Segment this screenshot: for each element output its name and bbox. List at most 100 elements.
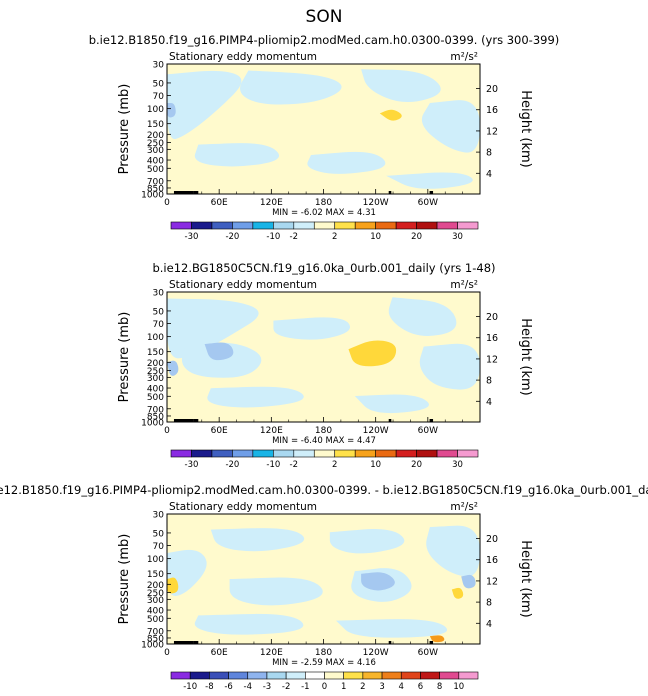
contour-region <box>379 109 402 121</box>
colorbar-box <box>416 221 438 230</box>
colorbar-box <box>293 449 315 458</box>
colorbar-label: 8 <box>437 682 442 692</box>
y-tick-label: 200 <box>147 131 164 141</box>
contour-region <box>229 577 323 606</box>
y-axis-label: Pressure (mb) <box>117 312 132 403</box>
x-tick-label: 60W <box>418 198 438 208</box>
contour-fill <box>167 69 480 194</box>
y-tick-label: 250 <box>147 139 164 149</box>
x-tick-label: 0 <box>164 648 170 658</box>
contour-region <box>388 297 457 336</box>
colorbar-label: 10 <box>453 682 464 692</box>
contour-region <box>273 317 351 340</box>
x-tick-label: 120W <box>363 198 389 208</box>
panel-title: b.ie12.B1850.f19_g16.PIMP4-pliomip2.modM… <box>0 483 648 497</box>
terrain-block <box>173 191 194 194</box>
panel-3: b.ie12.B1850.f19_g16.PIMP4-pliomip2.modM… <box>0 483 648 692</box>
colorbar-label: 2 <box>332 232 337 242</box>
y-axis-label: Pressure (mb) <box>117 534 132 625</box>
colorbar-label: -10 <box>183 682 197 692</box>
colorbar-box <box>420 671 440 680</box>
colorbar-box <box>273 221 295 230</box>
panel-units: m²/s² <box>450 279 478 291</box>
colorbar-box <box>211 221 233 230</box>
y2-axis-label: Height (km) <box>518 90 533 167</box>
colorbar-box <box>458 671 479 680</box>
y-tick-label: 1000 <box>141 641 164 651</box>
y-tick-label: 50 <box>153 529 165 539</box>
colorbar-label: -4 <box>244 682 252 692</box>
colorbar-box <box>191 449 213 458</box>
colorbar-box <box>457 449 479 458</box>
y2-tick-label: 12 <box>486 126 498 137</box>
contour-region <box>386 172 473 189</box>
colorbar-box <box>400 671 421 680</box>
contour-region <box>167 360 179 376</box>
y-tick-label: 100 <box>147 333 164 343</box>
colorbar-label: 20 <box>411 232 422 242</box>
y-tick-label: 30 <box>153 289 165 299</box>
y-tick-label: 850 <box>147 634 164 644</box>
contour-region <box>421 100 480 153</box>
contour-region <box>210 528 305 552</box>
y-tick-label: 300 <box>147 146 164 156</box>
colorbar-label: -20 <box>225 232 239 242</box>
contour-region <box>167 577 179 594</box>
contour-region <box>207 386 304 408</box>
colorbar-label: -2 <box>290 460 298 470</box>
colorbar-label: 6 <box>418 682 423 692</box>
y-tick-label: 150 <box>147 348 164 358</box>
colorbar-box <box>247 671 268 680</box>
contour-region <box>307 151 386 174</box>
y2-tick-label: 4 <box>486 169 492 180</box>
contour-region <box>461 574 476 589</box>
y-tick-label: 50 <box>153 79 165 89</box>
y2-axis-label: Height (km) <box>518 318 533 395</box>
colorbar-box <box>211 449 233 458</box>
contour-region <box>240 70 342 105</box>
y-tick-label: 300 <box>147 596 164 606</box>
terrain-block <box>173 641 194 644</box>
colorbar-box <box>170 449 192 458</box>
x-tick-label: 60E <box>211 426 228 436</box>
y2-tick-label: 4 <box>486 397 492 408</box>
colorbar-label: 20 <box>411 460 422 470</box>
terrain-block <box>193 641 199 644</box>
y-tick-label: 500 <box>147 615 164 625</box>
y-tick-label: 250 <box>147 367 164 377</box>
contour-region <box>194 143 280 167</box>
colorbar-label: -2 <box>290 232 298 242</box>
colorbar-box <box>375 221 397 230</box>
colorbar-label: -20 <box>225 460 239 470</box>
colorbar-box <box>362 671 383 680</box>
colorbar-label: 2 <box>332 460 337 470</box>
colorbar-box <box>293 221 315 230</box>
y-tick-label: 150 <box>147 120 164 130</box>
y-tick-label: 70 <box>153 92 165 102</box>
colorbar-box <box>266 671 287 680</box>
terrain-block <box>388 641 392 644</box>
y2-tick-label: 20 <box>486 84 498 95</box>
panel-1: b.ie12.B1850.f19_g16.PIMP4-pliomip2.modM… <box>89 33 560 242</box>
panel-title: b.ie12.BG1850C5CN.f19_g16.0ka_0urb.001_d… <box>152 261 495 275</box>
y2-tick-label: 8 <box>486 148 492 159</box>
colorbar-label: 2 <box>360 682 365 692</box>
contour-region <box>429 635 445 643</box>
y2-tick-label: 16 <box>486 555 498 566</box>
panel-2: b.ie12.BG1850C5CN.f19_g16.0ka_0urb.001_d… <box>117 261 533 470</box>
colorbar-label: 30 <box>452 460 463 470</box>
contour-region <box>426 525 480 577</box>
colorbar-box <box>252 449 274 458</box>
y2-tick-label: 8 <box>486 376 492 387</box>
colorbar-label: -6 <box>224 682 232 692</box>
x-tick-label: 120W <box>363 648 389 658</box>
colorbar-box <box>334 449 356 458</box>
colorbar-box <box>334 221 356 230</box>
contour-region <box>204 342 234 361</box>
y-tick-label: 30 <box>153 61 165 71</box>
min-max-label: MIN = -6.02 MAX = 4.31 <box>272 208 376 218</box>
y-tick-label: 700 <box>147 405 164 415</box>
terrain-block <box>388 191 392 194</box>
contour-region <box>419 343 480 390</box>
